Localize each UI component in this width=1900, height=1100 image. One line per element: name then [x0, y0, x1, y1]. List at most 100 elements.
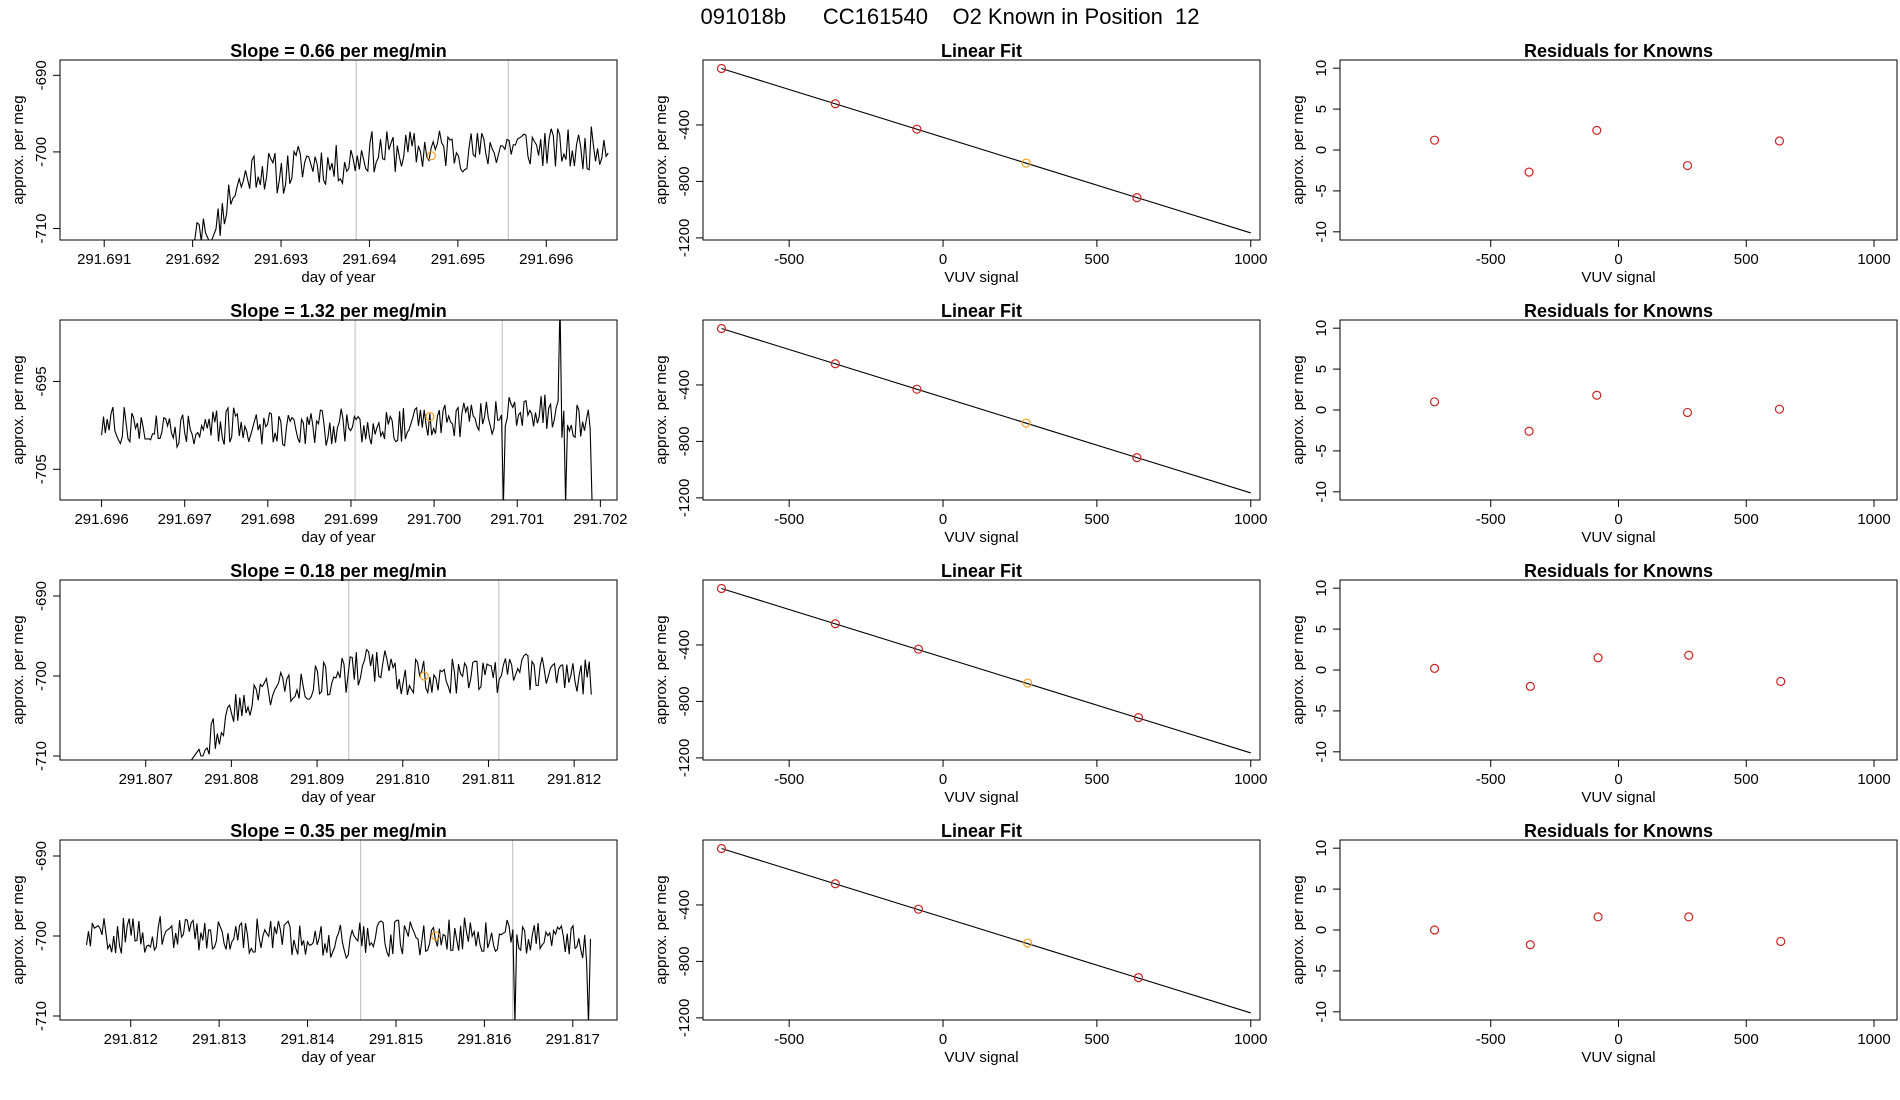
x-tick-label: 291.691: [77, 251, 131, 268]
x-tick-label: 500: [1734, 1031, 1759, 1048]
residual-point: [1429, 663, 1440, 673]
plot-frame: [702, 59, 1261, 241]
known-point: [912, 124, 922, 134]
plot-frame: [1339, 839, 1898, 1021]
known-point: [716, 843, 727, 854]
y-tick-label: -690: [33, 60, 50, 90]
x-tick-label: 291.807: [119, 771, 173, 788]
y-tick-label: -5: [1313, 444, 1330, 457]
y-axis-label: approx. per meg: [1290, 95, 1307, 204]
sample-point: [1023, 938, 1033, 948]
residual-point: [1592, 390, 1602, 400]
y-tick-label: -700: [33, 661, 50, 691]
x-tick-label: 1000: [1234, 251, 1267, 268]
y-axis-label: approx. per meg: [653, 875, 670, 984]
known-point: [913, 644, 924, 654]
y-axis-label: approx. per meg: [653, 355, 670, 464]
panel-title: Slope = 0.35 per meg/min: [230, 821, 447, 841]
residuals-panel-row-3: Residuals for Knowns -500 0 500 1000 10 5 0 -5 -1…: [1290, 561, 1898, 806]
y-axis-label: approx. per meg: [653, 95, 670, 204]
residual-point: [1525, 940, 1535, 950]
y-tick-label: -800: [676, 426, 693, 456]
x-tick-label: 291.700: [407, 511, 461, 528]
series-line: [101, 320, 593, 500]
x-axis-label: day of year: [301, 529, 375, 546]
known-point: [1132, 453, 1142, 463]
plot-frame: [1339, 319, 1898, 501]
x-axis-label: VUV signal: [944, 529, 1018, 546]
known-point: [913, 904, 924, 914]
x-tick-label: 500: [1084, 1031, 1109, 1048]
known-point: [830, 99, 840, 109]
residual-point: [1684, 912, 1694, 922]
y-tick-label: -705: [33, 454, 50, 484]
known-point: [1133, 713, 1144, 723]
y-tick-label: 10: [1313, 60, 1330, 77]
plot-frame: [59, 839, 618, 1021]
known-point: [830, 359, 840, 369]
x-axis-label: day of year: [301, 269, 375, 286]
x-tick-label: 291.815: [369, 1031, 423, 1048]
y-tick-label: 0: [1313, 666, 1330, 674]
x-axis-label: VUV signal: [944, 789, 1018, 806]
fit-line: [721, 847, 1251, 1014]
sample-point: [431, 931, 441, 941]
plot-area: [716, 323, 1251, 494]
sample-point: [1023, 678, 1033, 688]
x-axis-label: day of year: [301, 789, 375, 806]
plot-area: [716, 843, 1251, 1014]
y-tick-label: 5: [1313, 365, 1330, 373]
y-tick-label: -800: [676, 686, 693, 716]
x-tick-label: 291.816: [457, 1031, 511, 1048]
known-point: [830, 619, 840, 629]
x-tick-label: 0: [939, 771, 947, 788]
time-series-panel-row-1: Slope = 0.66 per meg/min 291.691 291.692 29…: [10, 41, 618, 286]
x-tick-label: 291.811: [462, 771, 515, 788]
x-tick-label: 0: [1614, 251, 1622, 268]
plot-area: [716, 583, 1251, 754]
y-tick-label: 0: [1313, 406, 1330, 414]
sample-point: [1021, 158, 1031, 168]
residual-point: [1774, 136, 1785, 146]
x-tick-label: 291.817: [546, 1031, 600, 1048]
plot-frame: [59, 319, 618, 501]
y-tick-label: -1200: [676, 999, 693, 1037]
y-axis-label: approx. per meg: [10, 875, 27, 984]
x-tick-label: 291.696: [519, 251, 573, 268]
x-tick-label: 1000: [1857, 1031, 1890, 1048]
y-tick-label: -10: [1313, 1001, 1330, 1023]
x-tick-label: 291.809: [290, 771, 344, 788]
residual-point: [1682, 160, 1693, 171]
residual-point: [1525, 681, 1535, 691]
y-tick-label: 0: [1313, 146, 1330, 154]
x-tick-label: -500: [774, 511, 804, 528]
time-series-panel-row-4: Slope = 0.35 per meg/min 291.812 291.813 29…: [10, 821, 618, 1066]
sample-point: [425, 411, 435, 422]
x-tick-label: 291.701: [490, 511, 544, 528]
residuals-panel-row-1: Residuals for Knowns -500 0 500 1000 10 5 0 -5 -1…: [1290, 41, 1898, 286]
y-tick-label: 5: [1313, 625, 1330, 633]
linear-fit-panel-row-3: Linear Fit -500 0 500 1000 -400 -800 -1200 VUV s…: [653, 561, 1267, 806]
x-tick-label: 291.699: [324, 511, 378, 528]
plot-frame: [1339, 579, 1898, 761]
x-tick-label: 291.810: [376, 771, 430, 788]
x-tick-label: 291.698: [241, 511, 295, 528]
residual-point: [1524, 426, 1534, 436]
y-tick-label: -10: [1313, 221, 1330, 243]
y-tick-label: -1200: [676, 739, 693, 777]
y-axis-label: approx. per meg: [1290, 615, 1307, 724]
series-line: [85, 916, 592, 1020]
y-tick-label: -400: [676, 110, 693, 140]
series-line: [193, 126, 609, 240]
x-tick-label: 291.697: [158, 511, 212, 528]
y-tick-label: -690: [33, 581, 50, 611]
y-axis-label: approx. per meg: [10, 355, 27, 464]
x-tick-label: -500: [1476, 251, 1506, 268]
x-tick-label: 291.692: [166, 251, 220, 268]
plot-frame: [59, 59, 618, 241]
x-tick-label: 0: [1614, 771, 1622, 788]
known-point: [912, 384, 922, 394]
x-tick-label: 0: [939, 1031, 947, 1048]
x-tick-label: 500: [1734, 251, 1759, 268]
